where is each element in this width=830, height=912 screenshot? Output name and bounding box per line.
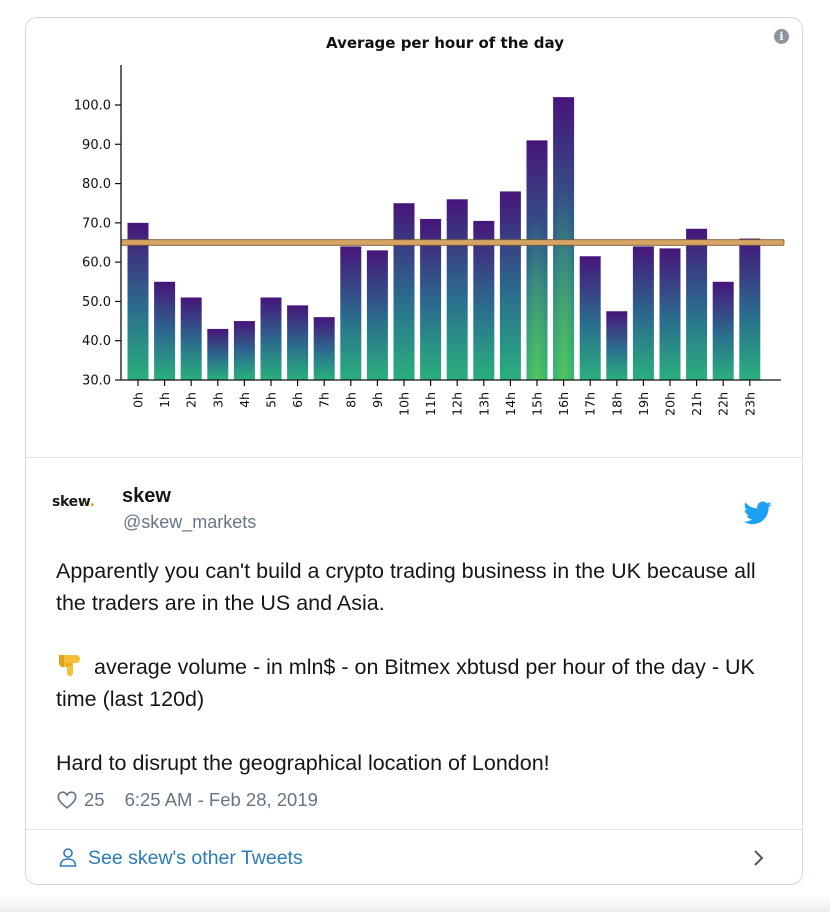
bar-7h [313, 317, 335, 380]
y-tick-label: 40.0 [82, 334, 111, 349]
x-tick-label: 19h [636, 392, 651, 416]
tweet-author: skew. skew @skew_markets [26, 458, 802, 538]
avatar[interactable]: skew. [52, 494, 112, 524]
chart-title: Average per hour of the day [326, 34, 564, 52]
bar-8h [340, 246, 362, 380]
reference-line [120, 239, 785, 246]
like-count: 25 [84, 789, 105, 810]
bar-1h [154, 281, 176, 380]
x-tick-label: 15h [530, 392, 545, 416]
tweet-meta: 25 6:25 AM - Feb 28, 2019 [56, 788, 318, 812]
bar-10h [393, 203, 415, 380]
x-tick-label: 0h [131, 392, 146, 408]
avatar-text: skew [52, 494, 90, 510]
bar-3h [207, 328, 229, 380]
bar-5h [260, 297, 282, 380]
bar-11h [420, 218, 442, 380]
pointing-down-emoji [59, 655, 80, 676]
bar-17h [579, 256, 601, 380]
x-tick-label: 14h [503, 392, 518, 416]
author-name[interactable]: skew [122, 485, 171, 507]
x-tick-label: 7h [317, 392, 332, 408]
x-tick-label: 21h [689, 392, 704, 416]
chevron-right-icon [754, 850, 764, 866]
bar-12h [446, 199, 468, 380]
x-tick-label: 2h [184, 392, 199, 408]
see-other-tweets[interactable]: See skew's other Tweets [26, 829, 802, 884]
x-tick-label: 13h [476, 392, 491, 416]
x-tick-label: 10h [397, 392, 412, 416]
avatar-dot: . [89, 494, 95, 510]
x-tick-label: 22h [716, 392, 731, 416]
bar-21h [686, 228, 708, 380]
x-tick-label: 18h [609, 392, 624, 416]
page-bottom-edge [0, 896, 830, 912]
x-tick-label: 6h [290, 392, 305, 408]
y-tick-label: 50.0 [82, 295, 111, 310]
x-tick-label: 12h [450, 392, 465, 416]
y-tick-label: 80.0 [82, 177, 111, 192]
bar-9h [366, 250, 388, 380]
bar-6h [287, 305, 309, 380]
x-tick-label: 23h [742, 392, 757, 416]
x-tick-label: 5h [264, 392, 279, 408]
bar-4h [233, 321, 255, 380]
bar-19h [632, 246, 654, 380]
x-tick-label: 16h [556, 392, 571, 416]
tweet-timestamp[interactable]: 6:25 AM - Feb 28, 2019 [124, 789, 318, 810]
bar-glow-15h [526, 140, 548, 380]
author-handle[interactable]: @skew_markets [123, 512, 257, 532]
bar-14h [499, 191, 521, 380]
x-tick-label: 8h [343, 392, 358, 408]
tweet-text: Apparently you can't build a crypto trad… [56, 555, 786, 779]
bar-20h [659, 248, 681, 380]
tweet-paragraph-2: average volume - in mln$ - on Bitmex xbt… [56, 651, 786, 715]
bar-23h [739, 238, 761, 380]
twitter-bird-icon[interactable] [744, 501, 772, 525]
x-tick-label: 1h [157, 392, 172, 408]
bar-chart: Average per hour of the day 30.0 40.0 50.0… [74, 34, 785, 416]
info-icon[interactable]: i [774, 29, 789, 44]
bar-18h [606, 311, 628, 380]
bar-0h [127, 222, 149, 380]
tweet-paragraph-1: Apparently you can't build a crypto trad… [56, 559, 756, 615]
bar-glow-16h [553, 97, 575, 381]
bar-22h [712, 281, 734, 380]
x-tick-label: 20h [663, 392, 678, 416]
x-tick-label: 11h [423, 392, 438, 416]
y-tick-label: 90.0 [82, 138, 111, 153]
like-button[interactable]: 25 [56, 789, 105, 811]
x-tick-label: 9h [370, 392, 385, 408]
embedded-tweet-card: Average per hour of the day 30.0 40.0 50.0… [25, 17, 803, 885]
y-tick-label: 30.0 [82, 374, 111, 389]
x-tick-label: 17h [583, 392, 598, 416]
y-tick-label: 100.0 [74, 99, 111, 114]
tweet-paragraph-3: Hard to disrupt the geographical locatio… [56, 751, 550, 775]
x-tick-label: 4h [237, 392, 252, 408]
y-tick-label: 60.0 [82, 256, 111, 271]
see-other-tweets-link[interactable]: See skew's other Tweets [88, 847, 303, 869]
tweet-media[interactable]: Average per hour of the day 30.0 40.0 50.0… [26, 18, 802, 458]
heart-icon [57, 791, 77, 809]
tweet-paragraph-2-text: average volume - in mln$ - on Bitmex xbt… [56, 655, 755, 711]
bar-13h [473, 220, 495, 380]
y-tick-label: 70.0 [82, 216, 111, 231]
bar-2h [180, 297, 202, 380]
x-tick-label: 3h [210, 392, 225, 408]
user-icon [59, 848, 77, 867]
